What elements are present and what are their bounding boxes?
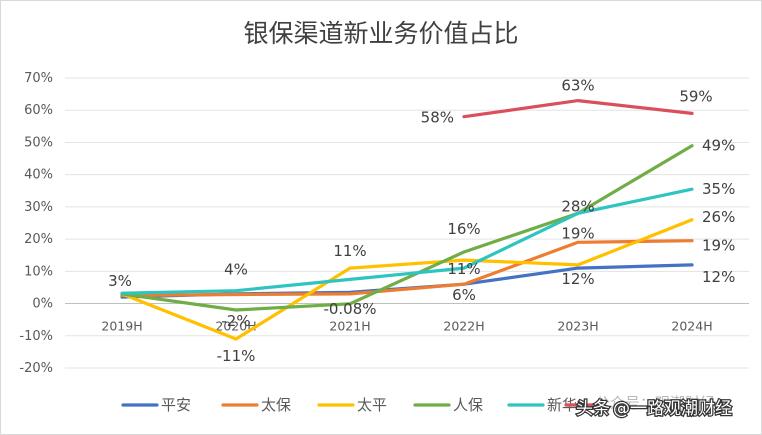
data-label: 19%	[561, 224, 594, 242]
watermark: 公众号：观潮财经 头条 @一路观潮财经	[575, 394, 734, 420]
series-line-3	[120, 144, 694, 312]
y-axis-ticks: 70% 60% 50% 40% 30% 20% 10% 0% -10% -20%	[19, 71, 53, 376]
y-tick-label: 30%	[24, 200, 53, 215]
legend-label: 太平	[357, 396, 387, 414]
data-labels: 3% 4% -2% -11% 11% -0.08% 16% 11% 6% 58% 63% 28% 19%…	[108, 77, 735, 365]
data-label: -0.08%	[323, 300, 376, 318]
y-tick-label: 40%	[24, 168, 53, 183]
series-line-5	[462, 98, 694, 119]
y-tick-label: 10%	[24, 264, 53, 279]
legend-label: 新华	[547, 396, 577, 414]
y-tick-label: -10%	[19, 329, 53, 344]
watermark-account-text: @一路观潮财经	[613, 399, 732, 419]
x-tick-label: 2019H	[101, 319, 142, 334]
series-line-4	[120, 187, 694, 295]
y-tick-label: 70%	[24, 71, 53, 86]
data-label: 11%	[333, 242, 366, 260]
y-tick-label: -20%	[19, 361, 53, 376]
y-tick-label: 20%	[24, 232, 53, 247]
x-axis-ticks: 2019H 2020H 2021H 2022H 2023H 2024H	[101, 319, 712, 334]
data-label: 12%	[561, 270, 594, 288]
data-label: 49%	[702, 137, 735, 155]
series-line-2	[120, 218, 694, 341]
y-tick-label: 0%	[32, 297, 53, 312]
data-label: -2%	[221, 312, 250, 330]
gridlines	[65, 77, 749, 369]
data-label: 35%	[702, 180, 735, 198]
data-label: -11%	[217, 347, 256, 365]
data-label: 3%	[108, 272, 132, 290]
data-label: 19%	[702, 237, 735, 255]
series-lines	[120, 98, 694, 341]
x-tick-label: 2023H	[557, 319, 598, 334]
watermark-source-text: 头条	[576, 399, 610, 419]
data-label: 6%	[452, 286, 476, 304]
data-label: 58%	[421, 109, 454, 127]
data-label: 28%	[561, 197, 594, 215]
data-label: 12%	[702, 268, 735, 286]
series-line-1	[120, 239, 694, 298]
y-tick-label: 60%	[24, 103, 53, 118]
x-tick-label: 2022H	[443, 319, 484, 334]
watermark-faint-text: 公众号：观潮财经	[595, 394, 715, 412]
legend: 平安 太保 太平 人保 新华	[121, 396, 602, 414]
legend-label: 平安	[161, 396, 191, 414]
legend-label: 人保	[453, 396, 483, 414]
x-tick-label: 2021H	[329, 319, 370, 334]
x-tick-label: 2020H	[215, 319, 256, 334]
data-label: 59%	[679, 87, 712, 105]
data-label: 16%	[447, 220, 480, 238]
y-tick-label: 50%	[24, 135, 53, 150]
data-label: 4%	[224, 261, 248, 279]
legend-label: 太保	[261, 396, 291, 414]
x-tick-label: 2024H	[671, 319, 712, 334]
data-label: 11%	[447, 260, 480, 278]
chart-title: 银保渠道新业务价值占比	[243, 19, 518, 48]
data-label: 26%	[702, 208, 735, 226]
data-label: 63%	[561, 77, 594, 95]
